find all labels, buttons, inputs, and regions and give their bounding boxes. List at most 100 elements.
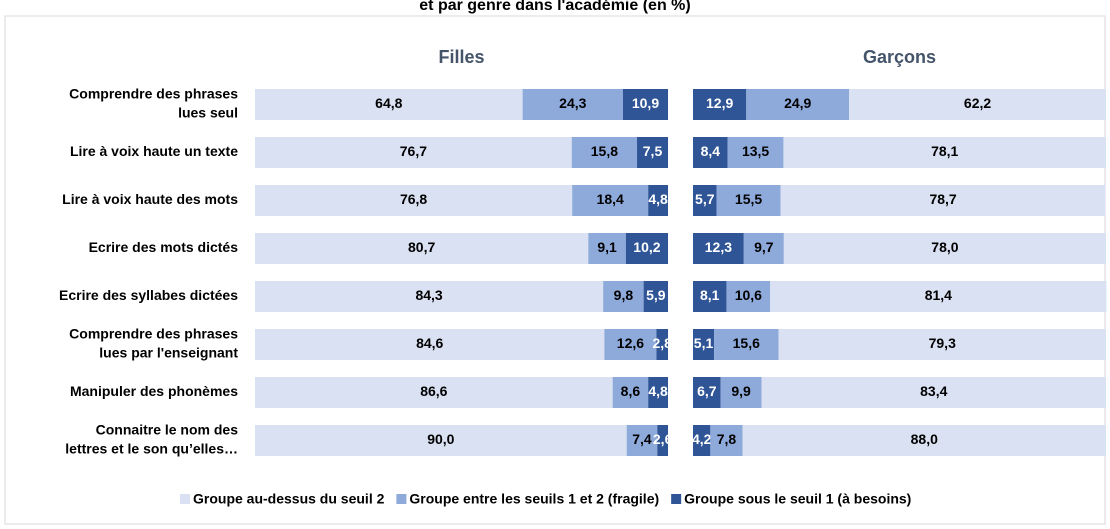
value-label: 24,9 (784, 95, 811, 111)
value-label: 76,7 (400, 143, 427, 159)
bar-segment (588, 233, 626, 264)
value-label: 9,1 (597, 239, 617, 255)
chart-border (4, 15, 1106, 525)
panel-title: Garçons (863, 47, 936, 67)
value-label: 62,2 (964, 95, 991, 111)
bar-segment (761, 377, 1106, 408)
value-label: 4,8 (648, 383, 668, 399)
value-label: 81,4 (925, 287, 952, 303)
bar-segment (571, 137, 638, 168)
legend-swatch (396, 494, 407, 504)
value-label: 6,7 (697, 383, 717, 399)
value-label: 24,3 (559, 95, 586, 111)
bar-segment (726, 281, 771, 312)
bar-segment (693, 137, 728, 168)
bar-segment (693, 377, 721, 408)
bar-segment (522, 89, 623, 120)
value-label: 4,8 (648, 191, 668, 207)
value-label: 2,8 (652, 335, 672, 351)
value-label: 9,7 (754, 239, 774, 255)
bar-segment (693, 89, 747, 120)
value-label: 80,7 (408, 239, 435, 255)
value-label: 90,0 (427, 431, 454, 447)
bar-segment (693, 233, 744, 264)
bar-segment (612, 377, 649, 408)
value-label: 9,8 (614, 287, 634, 303)
value-label: 13,5 (742, 143, 769, 159)
value-label: 10,2 (633, 239, 660, 255)
value-label: 12,9 (706, 95, 733, 111)
bar-segment (693, 185, 717, 216)
legend-swatch (671, 494, 682, 504)
category-label: Comprendre des phrases (69, 326, 238, 342)
bar-segment (693, 281, 727, 312)
value-label: 12,6 (617, 335, 644, 351)
bar-segment (656, 329, 668, 360)
value-label: 8,4 (701, 143, 721, 159)
value-label: 64,8 (375, 95, 402, 111)
bar-segment (643, 281, 668, 312)
value-label: 5,7 (695, 191, 715, 207)
value-label: 7,4 (632, 431, 652, 447)
bar-segment (716, 185, 781, 216)
bar-segment (710, 425, 743, 456)
category-label: Ecrire des syllabes dictées (59, 287, 238, 303)
value-label: 15,6 (733, 335, 760, 351)
value-label: 10,6 (735, 287, 762, 303)
value-label: 5,1 (694, 335, 714, 351)
value-label: 84,3 (415, 287, 442, 303)
bar-segment (746, 89, 850, 120)
value-label: 15,8 (591, 143, 618, 159)
value-label: 79,3 (929, 335, 956, 351)
chart-title: et par genre dans l'académie (en %) (419, 0, 690, 14)
value-label: 4,2 (692, 431, 712, 447)
category-label: Lire à voix haute un texte (70, 143, 238, 159)
bar-segment (255, 233, 589, 264)
bar-segment (572, 185, 649, 216)
bar-segment (603, 281, 644, 312)
category-label: Ecrire des mots dictés (89, 239, 239, 255)
bar-segment (255, 329, 605, 360)
bar-segment (849, 89, 1106, 120)
bar-segment (720, 377, 762, 408)
value-label: 15,5 (735, 191, 762, 207)
bar-segment (648, 377, 668, 408)
value-label: 7,8 (717, 431, 737, 447)
value-label: 88,0 (911, 431, 938, 447)
category-label: lues par l'enseignant (99, 345, 238, 361)
value-label: 5,9 (646, 287, 666, 303)
value-label: 78,1 (931, 143, 958, 159)
bar-segment (770, 281, 1107, 312)
bar-segment (693, 329, 715, 360)
bar-segment (622, 89, 668, 120)
value-label: 78,0 (931, 239, 958, 255)
bar-segment (255, 377, 613, 408)
bar-segment (255, 89, 523, 120)
bar-segment (625, 233, 668, 264)
bar-segment (693, 425, 711, 456)
category-label: Comprendre des phrases (69, 86, 238, 102)
bar-segment (742, 425, 1106, 456)
bar-segment (255, 137, 572, 168)
bar-segment (714, 329, 779, 360)
value-label: 18,4 (597, 191, 624, 207)
legend-swatch (180, 494, 190, 504)
bar-segment (255, 185, 573, 216)
bar-segment (783, 233, 1106, 264)
bar-segment (783, 137, 1106, 168)
bar-segment (780, 185, 1106, 216)
value-label: 12,3 (705, 239, 732, 255)
value-label: 76,8 (400, 191, 427, 207)
category-label: Manipuler des phonèmes (70, 383, 238, 399)
bar-segment (743, 233, 784, 264)
value-label: 78,7 (929, 191, 956, 207)
bar-segment (255, 281, 604, 312)
bar-segment (626, 425, 658, 456)
category-label: lettres et le son qu’elles… (65, 441, 238, 457)
value-label: 84,6 (416, 335, 443, 351)
bar-segment (255, 425, 627, 456)
category-label: Lire à voix haute des mots (62, 191, 238, 207)
value-label: 86,6 (420, 383, 447, 399)
